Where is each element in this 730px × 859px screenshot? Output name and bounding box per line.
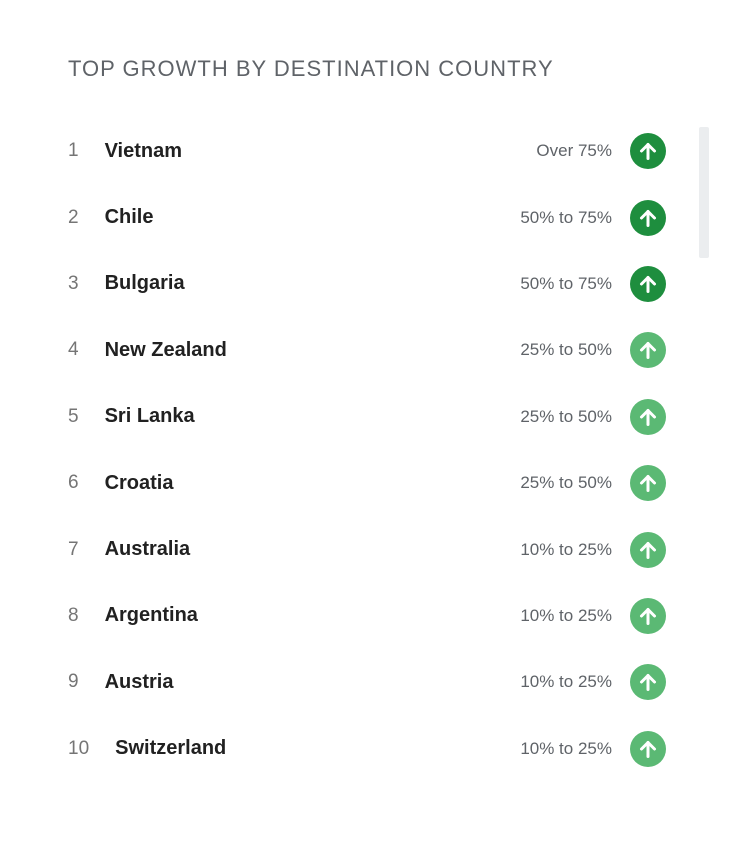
growth-list: 1 Vietnam Over 75% 2 Chile 50% to 75%	[68, 118, 666, 782]
up-arrow-badge	[630, 199, 666, 236]
growth-range-label: 10% to 25%	[520, 672, 612, 692]
table-row: 3 Bulgaria 50% to 75%	[68, 251, 666, 317]
country-label: Bulgaria	[104, 272, 185, 295]
country-label: Vietnam	[104, 139, 183, 162]
widget-title: TOP GROWTH BY DESTINATION COUNTRY	[68, 56, 554, 81]
country-label: New Zealand	[104, 338, 227, 361]
country-label: Sri Lanka	[104, 405, 195, 428]
rank-label: 7	[68, 538, 79, 560]
growth-range-label: 10% to 25%	[520, 605, 612, 625]
up-arrow-icon	[640, 408, 656, 426]
up-arrow-badge	[630, 465, 666, 502]
up-arrow-badge	[630, 398, 666, 435]
country-label: Austria	[104, 670, 174, 693]
table-row: 9 Austria 10% to 25%	[68, 649, 666, 715]
up-arrow-badge	[630, 531, 666, 568]
growth-range-label: 10% to 25%	[520, 738, 612, 758]
country-label: Chile	[104, 206, 154, 229]
growth-range-label: 10% to 25%	[520, 539, 612, 559]
up-arrow-icon	[640, 275, 656, 293]
scrollbar-thumb[interactable]	[699, 127, 709, 258]
up-arrow-badge	[630, 664, 666, 701]
country-label: Croatia	[104, 471, 174, 494]
rank-label: 6	[68, 472, 79, 494]
up-arrow-icon	[640, 541, 656, 559]
up-arrow-badge	[630, 730, 666, 767]
table-row: 10 Switzerland 10% to 25%	[68, 716, 666, 782]
growth-range-label: 50% to 75%	[520, 207, 612, 227]
growth-range-label: 50% to 75%	[520, 273, 612, 293]
rank-label: 9	[68, 671, 79, 693]
table-row: 4 New Zealand 25% to 50%	[68, 317, 666, 383]
rank-label: 5	[68, 405, 79, 427]
table-row: 1 Vietnam Over 75%	[68, 118, 666, 184]
rank-label: 2	[68, 206, 79, 228]
table-row: 8 Argentina 10% to 25%	[68, 583, 666, 649]
rank-label: 8	[68, 604, 79, 626]
table-row: 6 Croatia 25% to 50%	[68, 450, 666, 516]
up-arrow-icon	[640, 209, 656, 227]
up-arrow-badge	[630, 597, 666, 634]
up-arrow-icon	[640, 143, 656, 161]
up-arrow-icon	[640, 674, 656, 692]
growth-range-label: 25% to 50%	[520, 473, 612, 493]
country-label: Switzerland	[115, 737, 227, 760]
country-label: Australia	[104, 538, 191, 561]
up-arrow-icon	[640, 342, 656, 360]
up-arrow-badge	[630, 332, 666, 369]
growth-range-label: Over 75%	[536, 141, 612, 161]
up-arrow-icon	[640, 607, 656, 625]
growth-range-label: 25% to 50%	[520, 406, 612, 426]
up-arrow-badge	[630, 133, 666, 170]
up-arrow-icon	[640, 740, 656, 758]
table-row: 5 Sri Lanka 25% to 50%	[68, 384, 666, 450]
up-arrow-icon	[640, 475, 656, 493]
table-row: 7 Australia 10% to 25%	[68, 516, 666, 582]
rank-label: 10	[68, 737, 90, 759]
rank-label: 3	[68, 272, 79, 294]
rank-label: 4	[68, 339, 79, 361]
up-arrow-badge	[630, 265, 666, 302]
country-label: Argentina	[104, 604, 198, 627]
growth-range-label: 25% to 50%	[520, 340, 612, 360]
rank-label: 1	[68, 140, 79, 162]
table-row: 2 Chile 50% to 75%	[68, 184, 666, 250]
